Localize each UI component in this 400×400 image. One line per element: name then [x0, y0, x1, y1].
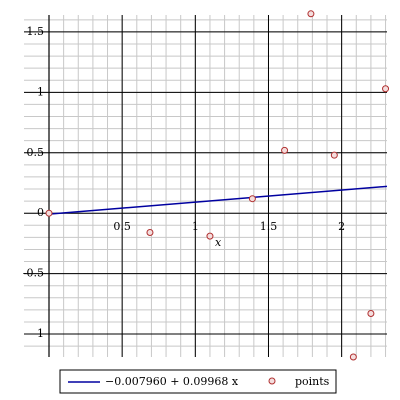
y-tick-label: 1.5: [27, 25, 45, 38]
point: [146, 229, 154, 237]
point: [45, 209, 53, 217]
point: [281, 146, 289, 154]
legend-swatch: [268, 377, 276, 385]
point: [330, 151, 338, 159]
y-tick-label: 1: [37, 85, 44, 98]
point: [349, 353, 357, 361]
y-tick-label: -1: [33, 327, 44, 340]
y-tick-label: 0.5: [27, 146, 45, 159]
y-tick-label: 0: [37, 206, 44, 219]
x-tick-label: 2: [338, 220, 345, 233]
point: [382, 85, 390, 93]
x-tick-label: 1.5: [260, 220, 278, 233]
grid: [24, 15, 387, 357]
fit-line: [48, 185, 388, 215]
legend-label: −0.007960 + 0.09968 x: [105, 375, 239, 388]
x-axis-label: x: [215, 236, 222, 249]
point: [248, 195, 256, 203]
point: [206, 232, 214, 240]
x-tick-label: 0.5: [113, 220, 131, 233]
y-tick-label: -0.5: [23, 267, 44, 280]
point: [367, 309, 375, 317]
point: [307, 10, 315, 18]
legend-box: [59, 369, 337, 394]
legend-label: points: [295, 375, 330, 388]
x-tick-label: 1: [192, 220, 199, 233]
